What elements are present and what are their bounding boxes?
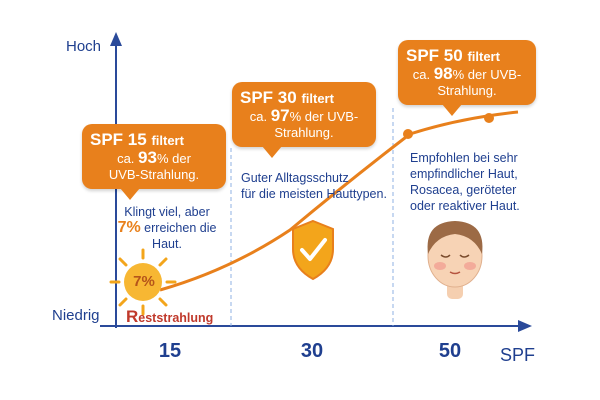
shield-check-icon <box>292 219 334 281</box>
bubble-spf30-line1: ca. 97% der UVB- <box>249 106 359 125</box>
curve-point-30 <box>403 129 413 139</box>
zone2-note: Guter Alltagsschutz für die meisten Haut… <box>241 170 391 202</box>
x-axis-arrow <box>518 320 532 332</box>
face-icon <box>427 221 483 299</box>
zone1-line1: Klingt viel, aber <box>124 205 210 219</box>
bubble-spf15-title: SPF 15 filtert <box>90 130 184 149</box>
curve-point-50 <box>484 113 494 123</box>
zone1-line3: Haut. <box>152 237 182 251</box>
zone3-line2: empfindlicher Haut, <box>410 167 518 181</box>
zone3-note: Empfohlen bei sehr empfindlicher Haut, R… <box>410 150 560 214</box>
bubble-spf15-line1: ca. 93% der <box>117 148 191 167</box>
x-tick-15: 15 <box>158 340 182 362</box>
y-axis-high-label: Hoch <box>66 38 102 55</box>
bubble-spf30: SPF 30 filtert ca. 97% der UVB- Strahlun… <box>232 82 376 158</box>
bubble-spf50-line1: ca. 98% der UVB- <box>412 64 522 83</box>
bubble-spf50-title: SPF 50 filtert <box>406 46 500 65</box>
y-axis-low-label: Niedrig <box>52 307 100 324</box>
zone1-line2: 7% erreichen die <box>117 219 217 236</box>
zone3-line4: oder reaktiver Haut. <box>410 199 520 213</box>
zone1-note: Klingt viel, aber 7% erreichen die Haut. <box>108 204 226 252</box>
bubble-spf30-title: SPF 30 filtert <box>240 88 334 107</box>
zone2-line2: für die meisten Hauttypen. <box>241 187 387 201</box>
zone2-line1: Guter Alltagsschutz <box>241 171 349 185</box>
bubble-spf50: SPF 50 filtert ca. 98% der UVB- Strahlun… <box>398 40 536 116</box>
x-axis-label: SPF <box>500 345 536 365</box>
y-axis-arrow <box>110 32 122 46</box>
protection-curve <box>159 110 519 292</box>
zone3-line3: Rosacea, geröteter <box>410 183 517 197</box>
x-tick-30: 30 <box>300 340 324 362</box>
bubble-spf30-line2: Strahlung. <box>274 125 334 140</box>
bubble-spf50-line2: Strahlung. <box>437 83 497 98</box>
sun-icon <box>109 248 177 316</box>
x-tick-50: 50 <box>438 340 462 362</box>
bubble-spf15-line2: UVB-Strahlung. <box>108 167 200 182</box>
sun-value: 7% <box>133 273 155 290</box>
reststrahlung-label: Reststrahlung <box>126 307 214 326</box>
bubble-spf15: SPF 15 filtert ca. 93% der UVB-Strahlung… <box>82 124 226 200</box>
zone3-line1: Empfohlen bei sehr <box>410 151 518 165</box>
